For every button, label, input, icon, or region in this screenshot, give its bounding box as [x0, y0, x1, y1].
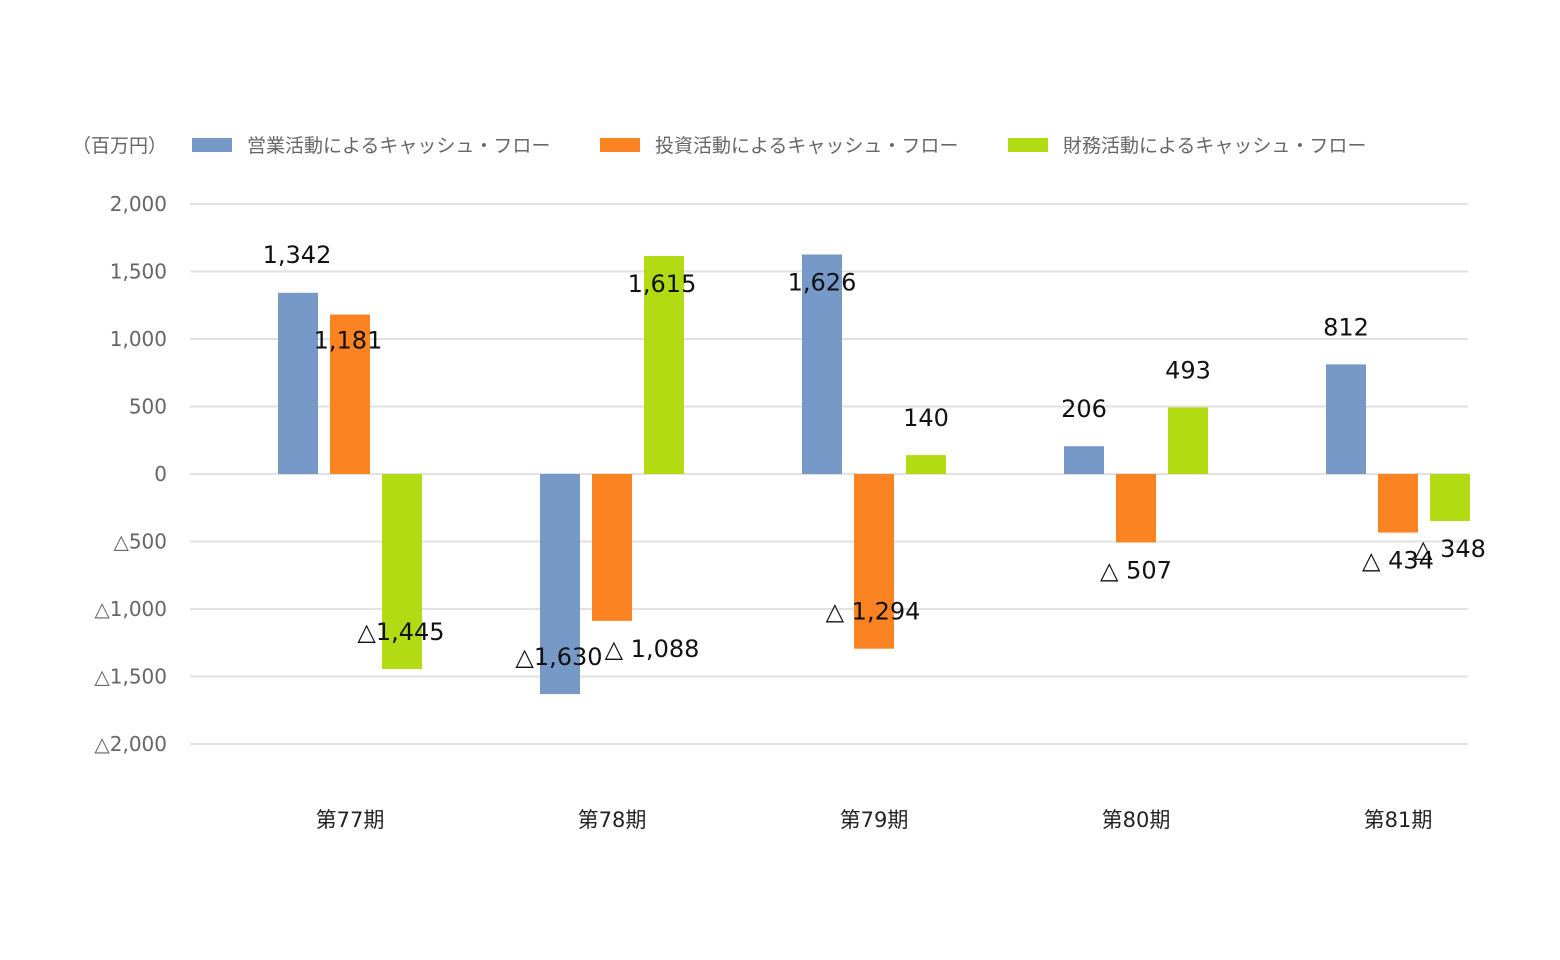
data-label: △ 434 — [1362, 547, 1434, 575]
bar — [1378, 474, 1418, 533]
legend: （百万円） 営業活動によるキャッシュ・フロー 投資活動によるキャッシュ・フロー 財務… — [72, 135, 1366, 157]
legend-label: 投資活動によるキャッシュ・フロー — [655, 135, 958, 157]
data-label: 1,342 — [263, 241, 332, 269]
bar — [1430, 474, 1470, 521]
data-label: △ 1,088 — [605, 635, 700, 663]
bar — [1326, 364, 1366, 474]
bar — [330, 314, 370, 474]
legend-label: 財務活動によるキャッシュ・フロー — [1063, 135, 1366, 157]
legend-label: 営業活動によるキャッシュ・フロー — [247, 135, 550, 157]
bar — [1168, 407, 1208, 474]
data-label: △1,630 — [515, 643, 602, 671]
data-labels: 1,342 1,181 △1,445 △1,630 △ 1,088 1,615 1,626 △… — [263, 241, 1486, 671]
y-tick-label: 0 — [154, 462, 167, 486]
bars — [278, 254, 1470, 695]
y-tick-label: △1,500 — [94, 665, 167, 689]
x-category-label: 第80期 — [1102, 808, 1171, 832]
data-label: △ 1,294 — [826, 598, 921, 626]
y-tick-label: 1,000 — [110, 327, 167, 351]
legend-swatch — [600, 138, 640, 152]
data-label: △1,445 — [357, 618, 444, 646]
y-tick-label: △500 — [113, 530, 167, 554]
bar — [854, 474, 894, 649]
data-label: △ 507 — [1100, 556, 1172, 584]
y-tick-label: △2,000 — [94, 732, 167, 756]
bar — [592, 474, 632, 621]
data-label: △ 348 — [1414, 535, 1486, 563]
bar — [1064, 446, 1104, 474]
data-label: 1,181 — [314, 327, 383, 355]
legend-swatch — [1008, 138, 1048, 152]
y-tick-label: 500 — [129, 395, 167, 419]
y-tick-label: △1,000 — [94, 597, 167, 621]
bar — [906, 455, 946, 474]
x-axis-categories: 第77期 第78期 第79期 第80期 第81期 — [316, 808, 1433, 832]
data-label: 812 — [1323, 313, 1369, 341]
data-label: 140 — [903, 404, 949, 432]
legend-swatch — [192, 138, 232, 152]
x-category-label: 第81期 — [1364, 808, 1433, 832]
bar — [802, 254, 842, 474]
data-label: 493 — [1165, 356, 1211, 384]
bar — [382, 474, 422, 670]
y-tick-label: 2,000 — [110, 192, 167, 216]
y-tick-label: 1,500 — [110, 260, 167, 284]
data-label: 1,615 — [628, 270, 697, 298]
bar — [540, 474, 580, 695]
y-axis-ticks: 2,000 1,500 1,000 500 0 △500 △1,000 △1,500 △2,00… — [94, 192, 167, 756]
bar — [278, 292, 318, 474]
x-category-label: 第78期 — [578, 808, 647, 832]
data-label: 206 — [1061, 395, 1107, 423]
x-category-label: 第77期 — [316, 808, 385, 832]
unit-label: （百万円） — [72, 135, 167, 157]
data-label: 1,626 — [788, 268, 857, 296]
bar — [1116, 474, 1156, 543]
x-category-label: 第79期 — [840, 808, 909, 832]
bar — [644, 255, 684, 474]
